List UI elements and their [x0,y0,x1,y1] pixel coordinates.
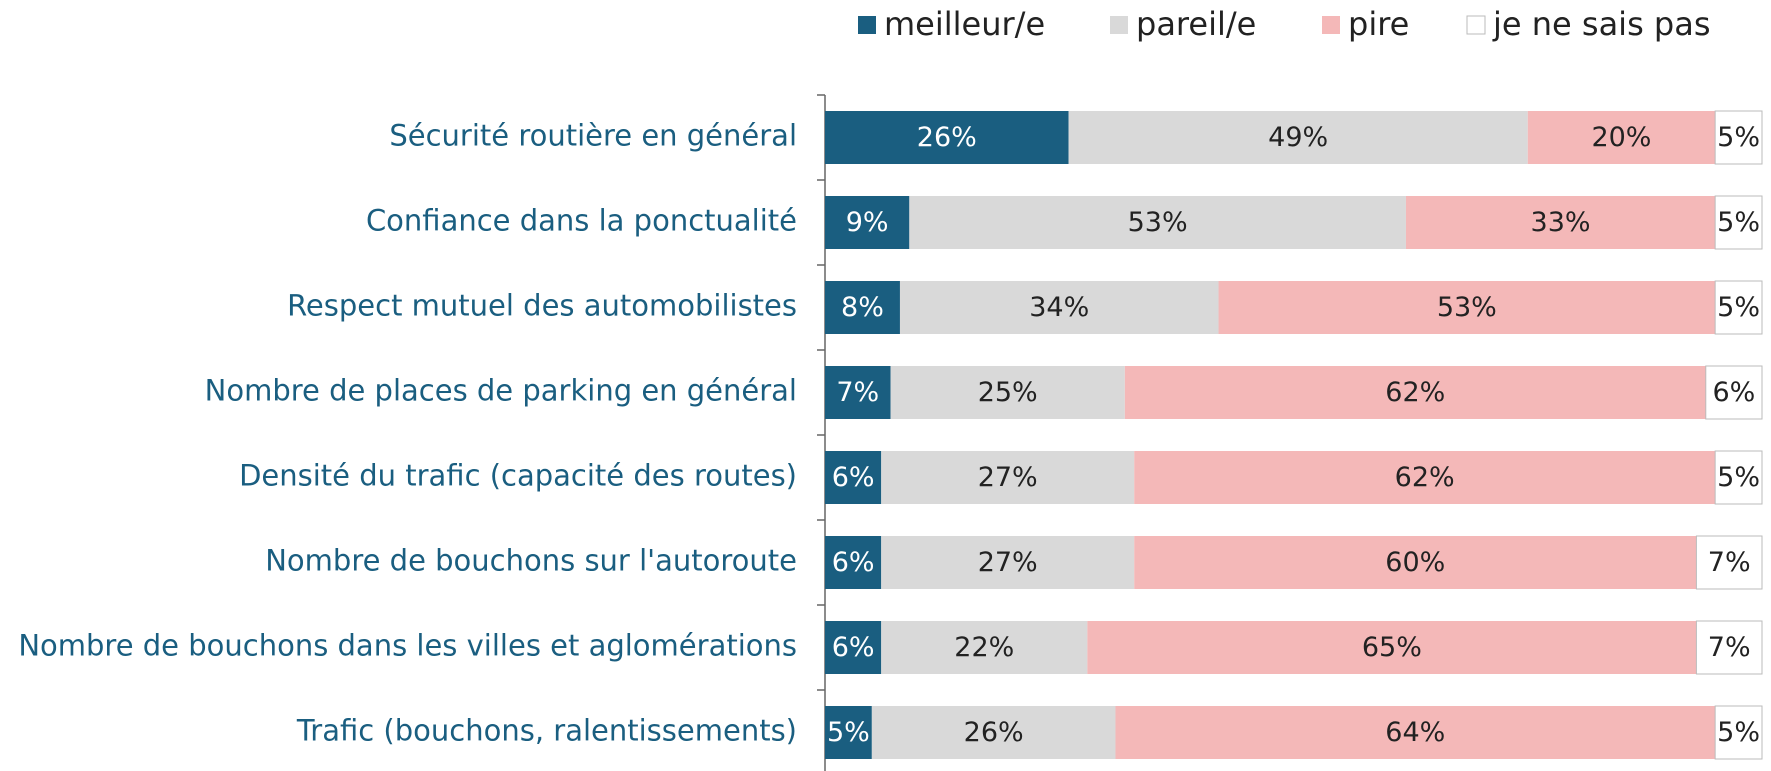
value-label: 25% [978,377,1038,408]
bar-segment [825,536,882,589]
bar-segment [825,451,882,504]
value-label: 6% [832,632,875,663]
category-label: Respect mutuel des automobilistes [287,289,797,323]
value-label: 34% [1029,292,1089,323]
bar-segment [899,281,1219,334]
legend-swatch [858,16,876,34]
bar-segment [881,536,1135,589]
bar-segment [1714,110,1763,165]
legend-label: meilleur/e [884,5,1045,43]
value-label: 9% [846,207,889,238]
value-label: 62% [1385,377,1445,408]
legend-label: pire [1348,5,1409,43]
value-label: 7% [1708,632,1751,663]
value-label: 6% [1712,377,1755,408]
bar-segment [1134,451,1716,504]
bar-segment [1705,365,1763,420]
legend-label: je ne sais pas [1492,5,1711,43]
bar-segment [1714,195,1763,250]
value-label: 5% [1717,717,1760,748]
bar-segment [1695,535,1763,590]
value-label: 65% [1362,632,1422,663]
bar-segment [1068,111,1528,164]
value-label: 20% [1591,122,1651,153]
bar-segment [1087,621,1697,674]
bar-segment [825,706,872,759]
category-label: Nombre de bouchons sur l'autoroute [265,544,797,578]
value-label: 26% [917,122,977,153]
bar-segment [825,111,1069,164]
value-label: 27% [978,462,1038,493]
bar-segment [1714,280,1763,335]
legend-swatch [1322,16,1340,34]
value-label: 8% [841,292,884,323]
value-label: 64% [1385,717,1445,748]
value-label: 5% [1717,292,1760,323]
category-label: Nombre de places de parking en général [205,374,797,408]
bar-segment [909,196,1406,249]
legend-swatch [1110,16,1128,34]
category-label: Confiance dans la ponctualité [366,204,797,238]
value-label: 62% [1395,462,1455,493]
bar-segment [1115,706,1716,759]
value-label: 5% [827,717,870,748]
bar-segment [1218,281,1716,334]
category-label: Trafic (bouchons, ralentissements) [296,714,797,748]
bar-segment [881,451,1135,504]
value-label: 22% [954,632,1014,663]
value-label: 5% [1717,207,1760,238]
bar-segment [1714,450,1763,505]
bar-segment [1714,705,1763,760]
bar-segment [1527,111,1716,164]
bar-segment [825,621,882,674]
value-label: 26% [964,717,1024,748]
category-label: Nombre de bouchons dans les villes et ag… [18,629,797,663]
legend-label: pareil/e [1136,5,1256,43]
value-label: 49% [1268,122,1328,153]
bar-segment [1134,536,1697,589]
value-label: 60% [1385,547,1445,578]
category-label: Densité du trafic (capacité des routes) [239,459,797,493]
bar-segment [881,621,1088,674]
value-label: 6% [832,547,875,578]
bar-segment [825,196,910,249]
value-label: 53% [1128,207,1188,238]
value-label: 27% [978,547,1038,578]
bar-segment [871,706,1116,759]
value-label: 7% [836,377,879,408]
value-label: 5% [1717,462,1760,493]
legend-swatch [1466,15,1486,35]
value-label: 33% [1531,207,1591,238]
bar-segment [825,366,891,419]
value-label: 7% [1708,547,1751,578]
bar-segment [1405,196,1716,249]
bar-segment [1124,366,1706,419]
bar-segment [825,281,900,334]
value-label: 6% [832,462,875,493]
value-label: 5% [1717,122,1760,153]
bar-segment [890,366,1125,419]
bar-segment [1695,620,1763,675]
category-label: Sécurité routière en général [389,119,797,153]
value-label: 53% [1437,292,1497,323]
